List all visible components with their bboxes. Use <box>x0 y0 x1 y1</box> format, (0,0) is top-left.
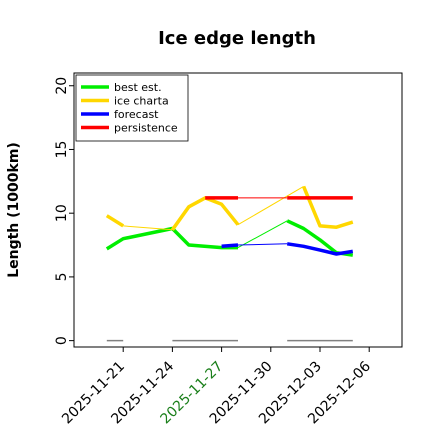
ice-charta-series-line <box>170 196 240 231</box>
ice-charta-link-line <box>237 185 304 226</box>
ice-charta-link-line <box>123 225 173 231</box>
y-tick-label: 20 <box>54 77 70 95</box>
legend-label: best est. <box>114 81 162 94</box>
plot-area: 051015202025-11-212025-11-242025-11-2720… <box>54 72 403 427</box>
y-tick-label: 10 <box>54 204 70 222</box>
y-tick-label: 5 <box>54 272 70 281</box>
legend-label: forecast <box>114 108 159 121</box>
forecast-series-line <box>221 243 239 249</box>
plot-frame <box>73 72 403 348</box>
best-est-link-line <box>237 220 288 249</box>
ice-charta-series-line <box>301 185 354 229</box>
legend-label: persistence <box>114 122 178 135</box>
forecast-link-line <box>237 243 288 246</box>
y-tick-label: 0 <box>54 336 70 345</box>
forecast-series-line <box>286 242 354 256</box>
chart-title: Ice edge length <box>158 28 316 49</box>
y-axis-label: Length (1000km) <box>6 142 22 278</box>
legend-label: ice charta <box>114 95 169 108</box>
best-est-series-line <box>105 226 238 251</box>
y-tick-label: 15 <box>54 141 70 159</box>
ice-charta-series-line <box>105 214 125 228</box>
